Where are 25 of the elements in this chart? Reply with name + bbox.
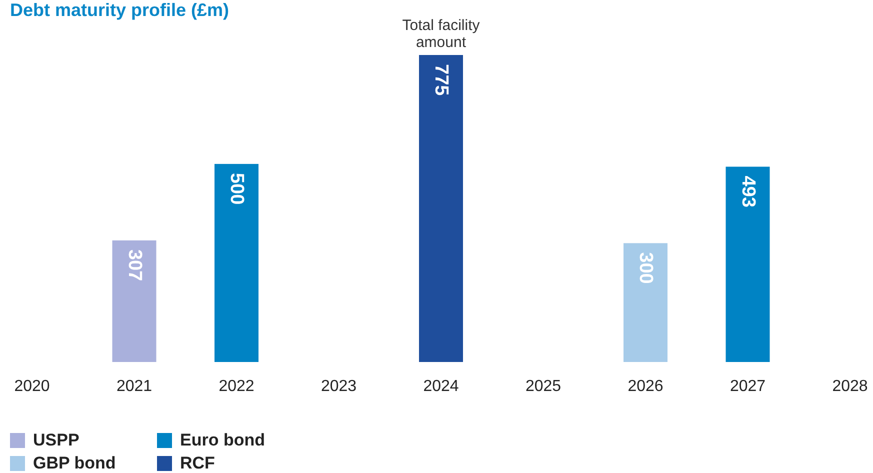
x-tick-label: 2023: [320, 378, 357, 395]
data-label: 493: [737, 176, 758, 208]
legend-label: GBP bond: [33, 454, 116, 472]
bar: [624, 243, 668, 362]
x-tick-label: 2020: [14, 378, 50, 395]
x-tick-label: 2026: [628, 378, 664, 395]
x-tick-label: 2025: [525, 378, 562, 395]
x-tick-label: 2027: [730, 378, 766, 395]
bar: [726, 166, 770, 362]
x-tick-label: 2021: [116, 378, 152, 395]
data-label: 500: [226, 172, 247, 205]
bar: [112, 240, 156, 362]
legend-label: RCF: [180, 454, 215, 472]
chart-title: Debt maturity profile (£m): [10, 0, 230, 20]
legend-label: Euro bond: [180, 430, 265, 450]
data-label: 307: [124, 249, 145, 282]
x-tick-label: 2028: [832, 378, 868, 395]
bar: [214, 164, 258, 362]
x-tick-label: 2022: [218, 378, 254, 395]
data-label: 300: [635, 252, 656, 284]
x-tick-label: 2024: [423, 378, 459, 395]
legend-label: USPP: [33, 430, 80, 450]
annotation: Total facility amount: [402, 17, 480, 51]
data-label: 775: [430, 64, 452, 96]
bar: [419, 55, 463, 362]
